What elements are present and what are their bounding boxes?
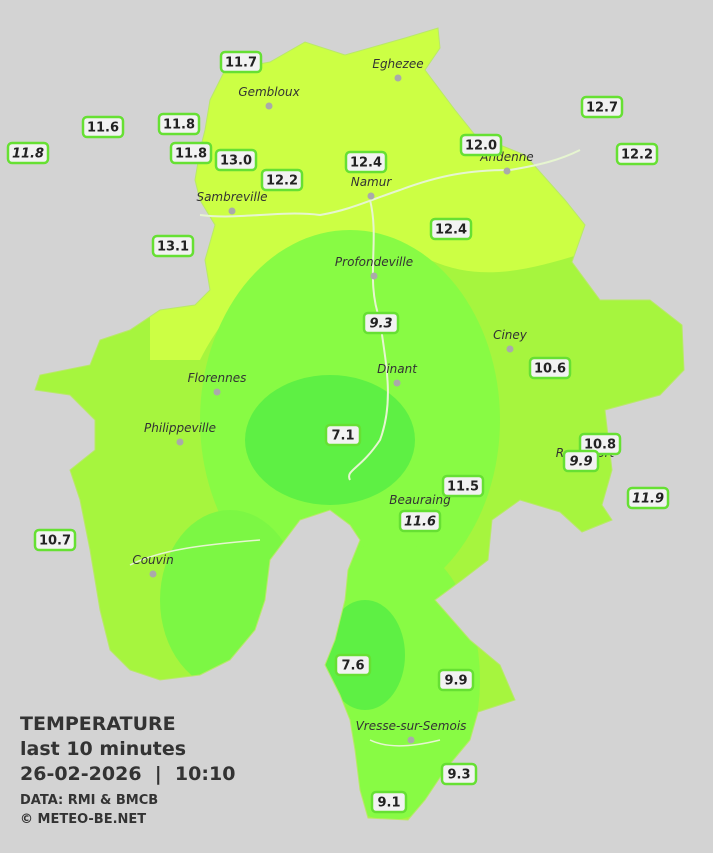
reading-box (370, 790, 408, 814)
reading-box (344, 150, 388, 174)
reading-label: 13.0 (220, 154, 252, 169)
reading-label: 11.6 (87, 121, 119, 136)
town-label: Dinant (377, 362, 418, 376)
reading-label: 9.9 (569, 455, 592, 470)
reading-label: 11.7 (225, 56, 257, 71)
river (129, 539, 261, 566)
town-dot (213, 388, 221, 396)
reading-box (440, 762, 478, 786)
reading-box (151, 234, 195, 258)
reading-label: 11.5 (447, 480, 479, 495)
reading-box (6, 141, 50, 165)
town-label: Couvin (132, 553, 173, 567)
town-label: Vresse-sur-Semois (356, 719, 467, 733)
town-dot (393, 379, 401, 387)
reading-box (459, 133, 503, 157)
reading-box (441, 474, 485, 498)
reading-label: 12.7 (586, 101, 618, 116)
reading-label: 11.8 (163, 118, 195, 133)
caption-source: DATA: RMI & BMCB (20, 793, 158, 808)
town-dot (367, 192, 375, 200)
river (199, 149, 581, 218)
reading-label: 11.6 (404, 515, 436, 530)
reading-box (578, 432, 622, 456)
town-dot (503, 167, 511, 175)
reading-label: 10.8 (584, 438, 616, 453)
reading-box (169, 141, 213, 165)
caption-copyright: © METEO-BE.NET (20, 812, 146, 827)
caption-title: TEMPERATURE (20, 713, 176, 735)
town-label: Sambreville (196, 190, 267, 204)
reading-box (33, 528, 77, 552)
caption-timestamp: 26-02-2026 | 10:10 (20, 763, 235, 785)
reading-label: 10.7 (39, 534, 71, 549)
reading-box (615, 142, 659, 166)
reading-box (528, 356, 572, 380)
reading-label: 13.1 (157, 240, 189, 255)
reading-label: 11.9 (632, 492, 664, 507)
reading-box (562, 449, 600, 473)
town-label: Eghezee (372, 57, 423, 71)
caption-period: last 10 minutes (20, 738, 186, 760)
reading-box (219, 50, 263, 74)
town-dot (265, 102, 273, 110)
town-dot (394, 74, 402, 82)
town-dot (228, 207, 236, 215)
reading-label: 12.4 (350, 156, 382, 171)
reading-box (334, 653, 372, 677)
reading-box (214, 148, 258, 172)
reading-box (429, 217, 473, 241)
town-label: Namur (351, 175, 393, 189)
reading-label: 9.3 (447, 768, 470, 783)
reading-box (437, 668, 475, 692)
town-dot (407, 736, 415, 744)
town-label: Beauraing (389, 493, 451, 507)
reading-label: 9.9 (444, 674, 467, 689)
reading-label: 9.3 (369, 317, 392, 332)
reading-label: 7.6 (341, 659, 364, 674)
reading-box (626, 486, 670, 510)
reading-box (260, 168, 304, 192)
town-label: Gembloux (238, 85, 300, 99)
reading-label: 12.4 (435, 223, 467, 238)
reading-label: 9.1 (377, 796, 400, 811)
reading-label: 12.2 (266, 174, 298, 189)
town-dot (370, 272, 378, 280)
river (348, 199, 389, 481)
town-label: Profondeville (335, 255, 413, 269)
town-label: Florennes (188, 371, 247, 385)
town-dot (506, 345, 514, 353)
reading-box (81, 115, 125, 139)
reading-box (324, 423, 362, 447)
town-dot (176, 438, 184, 446)
reading-label: 10.6 (534, 362, 566, 377)
reading-box (157, 112, 201, 136)
reading-label: 12.0 (465, 139, 497, 154)
river (369, 739, 441, 747)
reading-box (362, 311, 400, 335)
town-label: Ciney (493, 328, 528, 342)
reading-label: 11.8 (175, 147, 207, 162)
reading-box (398, 509, 442, 533)
reading-label: 12.2 (621, 148, 653, 163)
town-label: Philippeville (144, 421, 216, 435)
reading-label: 7.1 (331, 429, 354, 444)
reading-label: 11.8 (12, 147, 44, 162)
town-dot (149, 570, 157, 578)
reading-box (580, 95, 624, 119)
